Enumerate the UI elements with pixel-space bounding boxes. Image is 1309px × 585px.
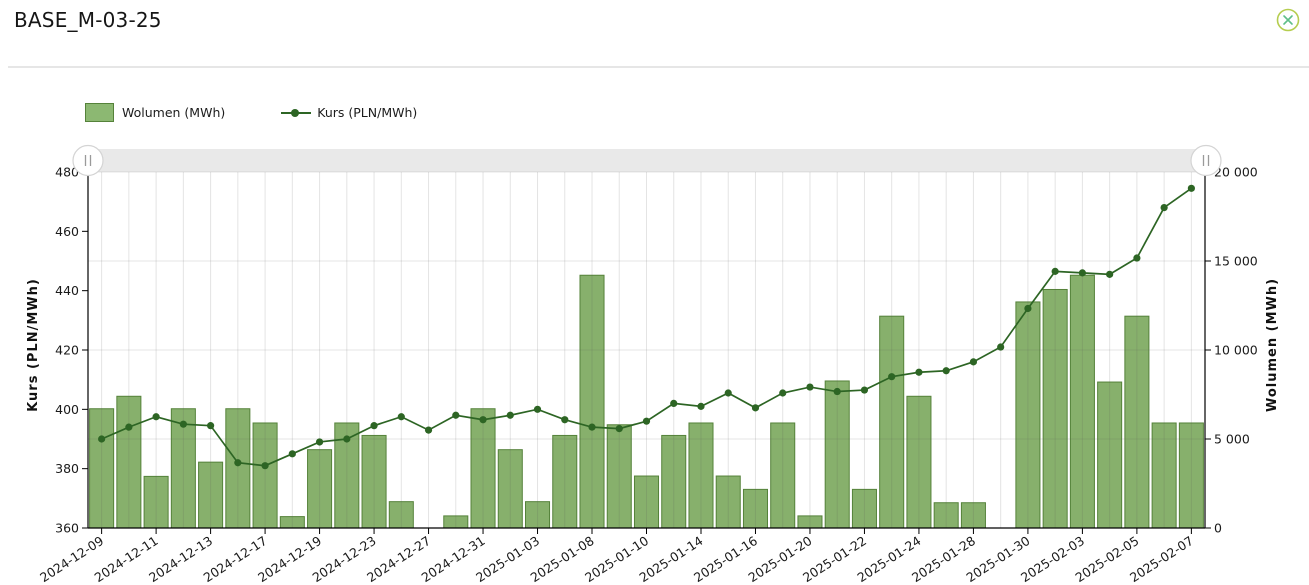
svg-text:420: 420: [55, 343, 79, 358]
volume-bar[interactable]: [688, 422, 714, 529]
volume-bar[interactable]: [742, 488, 768, 529]
kurs-point[interactable]: [397, 413, 405, 421]
volume-bar[interactable]: [960, 502, 986, 529]
legend-item-kurs[interactable]: Kurs (PLN/MWh): [281, 104, 417, 122]
svg-text:400: 400: [55, 402, 79, 417]
svg-text:460: 460: [55, 224, 79, 239]
kurs-point[interactable]: [588, 423, 596, 431]
legend-label-kurs: Kurs (PLN/MWh): [317, 105, 418, 120]
left-axis-title: Kurs (PLN/MWh): [26, 278, 41, 412]
volume-bar[interactable]: [170, 408, 196, 529]
kurs-point[interactable]: [969, 358, 978, 366]
kurs-point[interactable]: [152, 413, 160, 421]
svg-text:20 000: 20 000: [1214, 165, 1258, 180]
scrollbar-grip-right[interactable]: [1190, 144, 1222, 177]
x-axis-labels: 2024-12-092024-12-112024-12-132024-12-17…: [37, 528, 1196, 585]
kurs-point[interactable]: [779, 389, 787, 397]
volume-bar[interactable]: [143, 475, 169, 529]
close-icon: [1276, 8, 1300, 32]
kurs-point[interactable]: [888, 373, 896, 381]
volume-bar[interactable]: [1042, 288, 1068, 529]
kurs-point[interactable]: [860, 386, 869, 394]
svg-text:440: 440: [55, 283, 79, 298]
kurs-point[interactable]: [724, 389, 732, 397]
legend-label-wolumen: Wolumen (MWh): [122, 105, 226, 120]
svg-text:360: 360: [55, 521, 79, 536]
volume-bar[interactable]: [89, 408, 115, 529]
kurs-point[interactable]: [98, 435, 106, 443]
kurs-point[interactable]: [615, 425, 623, 433]
volume-bar[interactable]: [1015, 301, 1041, 529]
svg-text:15 000: 15 000: [1214, 254, 1258, 269]
volume-bar[interactable]: [824, 380, 850, 529]
kurs-point[interactable]: [206, 422, 215, 430]
kurs-point[interactable]: [670, 399, 678, 407]
kurs-point[interactable]: [1024, 304, 1032, 313]
volume-bar[interactable]: [307, 449, 333, 529]
scrollbar-grip-left[interactable]: [72, 144, 104, 177]
volume-bar[interactable]: [252, 422, 278, 529]
volume-bars: [89, 274, 1204, 529]
volume-bar[interactable]: [552, 434, 578, 529]
svg-text:10 000: 10 000: [1214, 343, 1258, 358]
header-divider: [8, 66, 1309, 68]
volume-bar[interactable]: [388, 501, 414, 529]
kurs-point[interactable]: [343, 435, 351, 443]
kurs-point[interactable]: [288, 450, 296, 458]
kurs-point[interactable]: [1187, 184, 1195, 192]
kurs-point[interactable]: [806, 383, 814, 391]
kurs-point[interactable]: [942, 367, 950, 375]
kurs-point[interactable]: [1160, 204, 1168, 212]
kurs-point[interactable]: [1078, 269, 1087, 277]
right-axis-labels: 0 5 000 10 000 15 000 20 000: [1205, 165, 1258, 536]
kurs-point[interactable]: [642, 417, 651, 425]
kurs-point[interactable]: [1051, 267, 1059, 275]
svg-text:480: 480: [55, 165, 79, 180]
kurs-point[interactable]: [915, 368, 923, 376]
volume-bar[interactable]: [715, 475, 741, 529]
svg-text:380: 380: [55, 461, 79, 476]
scrollbar-track[interactable]: [88, 149, 1205, 172]
kurs-line-marker-icon: [281, 104, 312, 122]
kurs-point[interactable]: [1106, 270, 1114, 278]
volume-bar[interactable]: [906, 395, 932, 529]
legend-item-wolumen[interactable]: Wolumen (MWh): [85, 103, 225, 122]
close-button[interactable]: [1276, 8, 1300, 32]
volume-bar[interactable]: [1097, 381, 1123, 529]
volume-bar[interactable]: [198, 461, 224, 529]
kurs-point[interactable]: [234, 459, 242, 467]
volume-bar[interactable]: [525, 501, 551, 529]
volume-bar[interactable]: [1178, 422, 1204, 529]
volume-bar[interactable]: [770, 422, 796, 529]
kurs-point[interactable]: [479, 416, 487, 424]
page-title: BASE_M-03-25: [14, 8, 162, 32]
left-axis-labels: 360 380 400 420 440 460 480: [55, 165, 88, 536]
volume-bar[interactable]: [361, 434, 387, 529]
kurs-point[interactable]: [1133, 254, 1141, 262]
kurs-point[interactable]: [370, 422, 378, 430]
kurs-point[interactable]: [506, 411, 514, 419]
kurs-points: [98, 184, 1195, 470]
kurs-point[interactable]: [533, 405, 542, 413]
kurs-point[interactable]: [561, 416, 569, 424]
kurs-point[interactable]: [424, 426, 433, 434]
right-axis-title: Wolumen (MWh): [1265, 278, 1280, 412]
volume-bar[interactable]: [116, 395, 142, 529]
svg-text:5 000: 5 000: [1214, 432, 1250, 447]
kurs-point[interactable]: [697, 402, 705, 410]
kurs-point[interactable]: [315, 438, 324, 446]
svg-text:0: 0: [1214, 521, 1222, 536]
kurs-point[interactable]: [833, 387, 841, 396]
kurs-point[interactable]: [997, 343, 1005, 351]
kurs-point[interactable]: [125, 423, 133, 431]
kurs-point[interactable]: [179, 420, 187, 428]
gridlines: [88, 171, 1205, 528]
kurs-point[interactable]: [452, 411, 460, 419]
volume-swatch-icon: [85, 103, 114, 122]
kurs-point[interactable]: [261, 462, 269, 470]
kurs-point[interactable]: [751, 404, 760, 412]
volume-bar[interactable]: [225, 408, 251, 529]
chart-legend: Wolumen (MWh) Kurs (PLN/MWh): [85, 103, 473, 122]
